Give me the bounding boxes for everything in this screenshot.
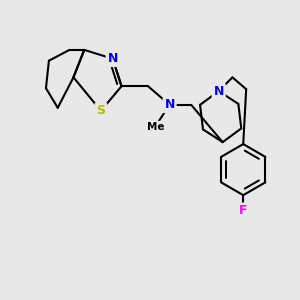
Text: Me: Me	[147, 122, 165, 132]
Text: N: N	[214, 85, 224, 98]
Text: S: S	[96, 104, 105, 117]
Text: N: N	[164, 98, 175, 111]
Text: N: N	[107, 52, 118, 65]
Text: F: F	[239, 204, 248, 218]
